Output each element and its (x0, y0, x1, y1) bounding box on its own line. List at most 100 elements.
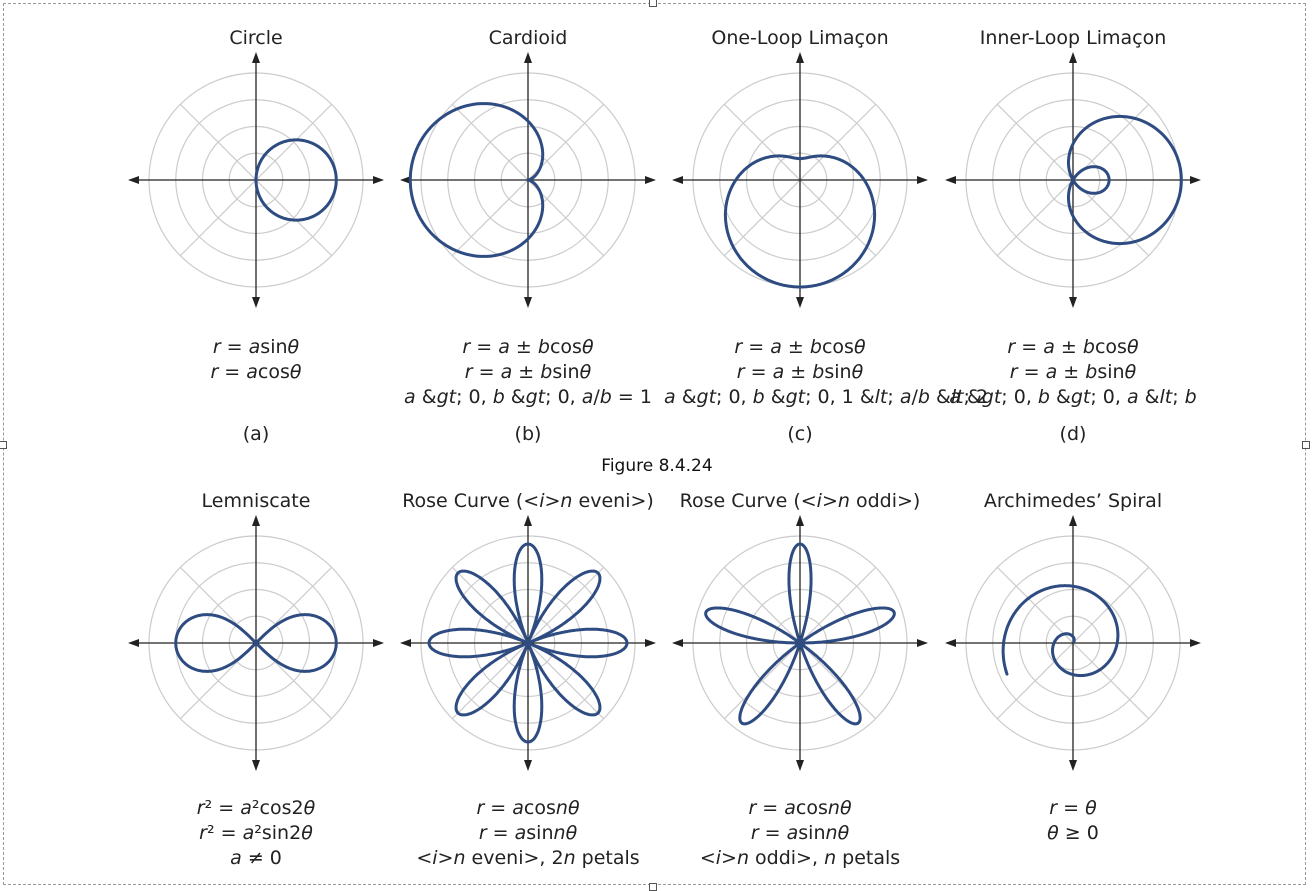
polar-graph-archimedes-spiral (945, 515, 1201, 771)
formula-block: r = acosnθ r = asinnθ <i>n eveni>, 2n pe… (392, 796, 664, 871)
formula-line: r = acosθ (210, 361, 302, 383)
polar-curve (427, 542, 629, 744)
y-axis-arrow-up (252, 52, 260, 63)
x-axis-arrow-right (645, 639, 656, 647)
panel-lemniscate: Lemniscate r² = a²cos2θ r² = a²sin2θ a ≠… (120, 490, 392, 870)
polar-curve (723, 154, 877, 289)
formula-block: r = asinθ r = acosθ (120, 335, 392, 385)
formula-line: r = a ± bcosθ (462, 336, 594, 358)
y-axis-arrow-up (524, 515, 532, 526)
x-axis-arrow-left (945, 176, 956, 184)
formula-line: <i>n eveni>, 2n petals (416, 847, 640, 869)
panel-title: Rose Curve (<i>n oddi>) (679, 490, 921, 512)
formula-block: r = θ θ ≥ 0 (937, 796, 1209, 846)
y-axis-arrow-down (796, 297, 804, 308)
figure-caption: Figure 8.4.24 (601, 456, 713, 476)
x-axis-arrow-left (128, 176, 139, 184)
x-axis-arrow-right (917, 176, 928, 184)
polar-curve (704, 542, 896, 726)
formula-line: r = a ± bsinθ (736, 361, 864, 383)
y-axis-arrow-up (1069, 52, 1077, 63)
panel-title: Archimedes’ Spiral (983, 490, 1163, 512)
y-axis-arrow-down (1069, 760, 1077, 771)
formula-line: r = asinnθ (478, 822, 578, 844)
resize-handle-top[interactable] (649, 0, 657, 7)
formula-line: a &gt; 0, b &gt; 0, a &lt; b (949, 386, 1197, 408)
panel-title: Inner-Loop Limaçon (979, 27, 1167, 49)
formula-line: a &gt; 0, b &gt; 0, a/b = 1 (404, 386, 652, 408)
panel-title: Rose Curve (<i>n eveni>) (402, 490, 654, 512)
panel-rose-even: Rose Curve (<i>n eveni>) r = acosnθ r = … (392, 490, 664, 870)
polar-graph-inner-loop-limacon (945, 52, 1201, 308)
x-axis-arrow-left (945, 639, 956, 647)
panel-title: One-Loop Limaçon (711, 27, 889, 49)
polar-graph-cardioid (400, 52, 656, 308)
x-axis-arrow-right (917, 639, 928, 647)
y-axis-arrow-up (796, 52, 804, 63)
panel-title: Lemniscate (201, 490, 311, 512)
formula-line: θ ≥ 0 (1047, 822, 1099, 844)
y-axis-arrow-down (524, 760, 532, 771)
subfigure-label: (b) (514, 423, 542, 445)
resize-handle-right[interactable] (1302, 441, 1310, 449)
x-axis-arrow-left (400, 176, 411, 184)
x-axis-arrow-left (672, 639, 683, 647)
polar-graph-circle (128, 52, 384, 308)
formula-block: r = a ± bcosθ r = a ± bsinθ a &gt; 0, b … (664, 335, 989, 410)
panel-title: Circle (229, 27, 283, 49)
formula-line: <i>n oddi>, n petals (699, 847, 901, 869)
y-axis-arrow-down (252, 297, 260, 308)
panel-inner-loop-limacon: Inner-Loop Limaçon r = a ± bcosθ r = a ±… (937, 27, 1209, 447)
y-axis-arrow-up (252, 515, 260, 526)
panel-circle: Circle r = asinθ r = acosθ (a) (120, 27, 392, 447)
formula-line: r = asinnθ (750, 822, 850, 844)
polar-curve (1067, 114, 1183, 246)
y-axis-arrow-up (1069, 515, 1077, 526)
panel-title: Cardioid (488, 27, 568, 49)
subfigure-label: (c) (787, 423, 813, 445)
panel-archimedes-spiral: Archimedes’ Spiral r = θ θ ≥ 0 (937, 490, 1209, 870)
formula-line: r = asinθ (212, 336, 300, 358)
polar-graph-one-loop-limacon (672, 52, 928, 308)
formula-line: r = a ± bsinθ (1009, 361, 1137, 383)
panel-cardioid: Cardioid r = a ± bcosθ r = a ± bsinθ a &… (392, 27, 664, 447)
formula-line: r = θ (1049, 797, 1097, 819)
formula-block: r = a ± bcosθ r = a ± bsinθ a &gt; 0, b … (937, 335, 1209, 410)
formula-line: r = acosnθ (748, 797, 852, 819)
subfigure-label: (a) (242, 423, 270, 445)
x-axis-arrow-right (1190, 176, 1201, 184)
formula-line: a &gt; 0, b &gt; 0, 1 &lt; a/b &lt; 2 (664, 386, 989, 408)
x-axis-arrow-left (128, 639, 139, 647)
formula-line: r = a ± bcosθ (1007, 336, 1139, 358)
polar-curve (174, 613, 338, 673)
formula-line: r = a ± bcosθ (734, 336, 866, 358)
x-axis-arrow-right (1190, 639, 1201, 647)
formula-block: r = acosnθ r = asinnθ <i>n oddi>, n peta… (664, 796, 936, 871)
y-axis-arrow-up (796, 515, 804, 526)
formula-line: r² = a²cos2θ (196, 797, 316, 819)
polar-curve (254, 138, 338, 222)
formula-block: r² = a²cos2θ r² = a²sin2θ a ≠ 0 (120, 796, 392, 871)
y-axis-arrow-down (524, 297, 532, 308)
polar-graph-rose-even (400, 515, 656, 771)
x-axis-arrow-left (400, 639, 411, 647)
x-axis-arrow-right (645, 176, 656, 184)
y-axis-arrow-down (252, 760, 260, 771)
formula-line: r² = a²sin2θ (199, 822, 313, 844)
y-axis-arrow-down (1069, 297, 1077, 308)
panel-one-loop-limacon: One-Loop Limaçon r = a ± bcosθ r = a ± b… (664, 27, 989, 447)
formula-block: r = a ± bcosθ r = a ± bsinθ a &gt; 0, b … (392, 335, 664, 410)
x-axis-arrow-right (373, 176, 384, 184)
x-axis-arrow-left (672, 176, 683, 184)
y-axis-arrow-down (796, 760, 804, 771)
formula-line: r = a ± bsinθ (464, 361, 592, 383)
polar-curve (1001, 584, 1120, 678)
resize-handle-left[interactable] (0, 441, 7, 449)
panel-rose-odd: Rose Curve (<i>n oddi>) r = acosnθ r = a… (664, 490, 936, 870)
polar-graph-rose-odd (672, 515, 928, 771)
polar-graph-lemniscate (128, 515, 384, 771)
formula-line: a ≠ 0 (230, 847, 282, 869)
x-axis-arrow-right (373, 639, 384, 647)
polar-curve (408, 102, 545, 258)
formula-line: r = acosnθ (476, 797, 580, 819)
